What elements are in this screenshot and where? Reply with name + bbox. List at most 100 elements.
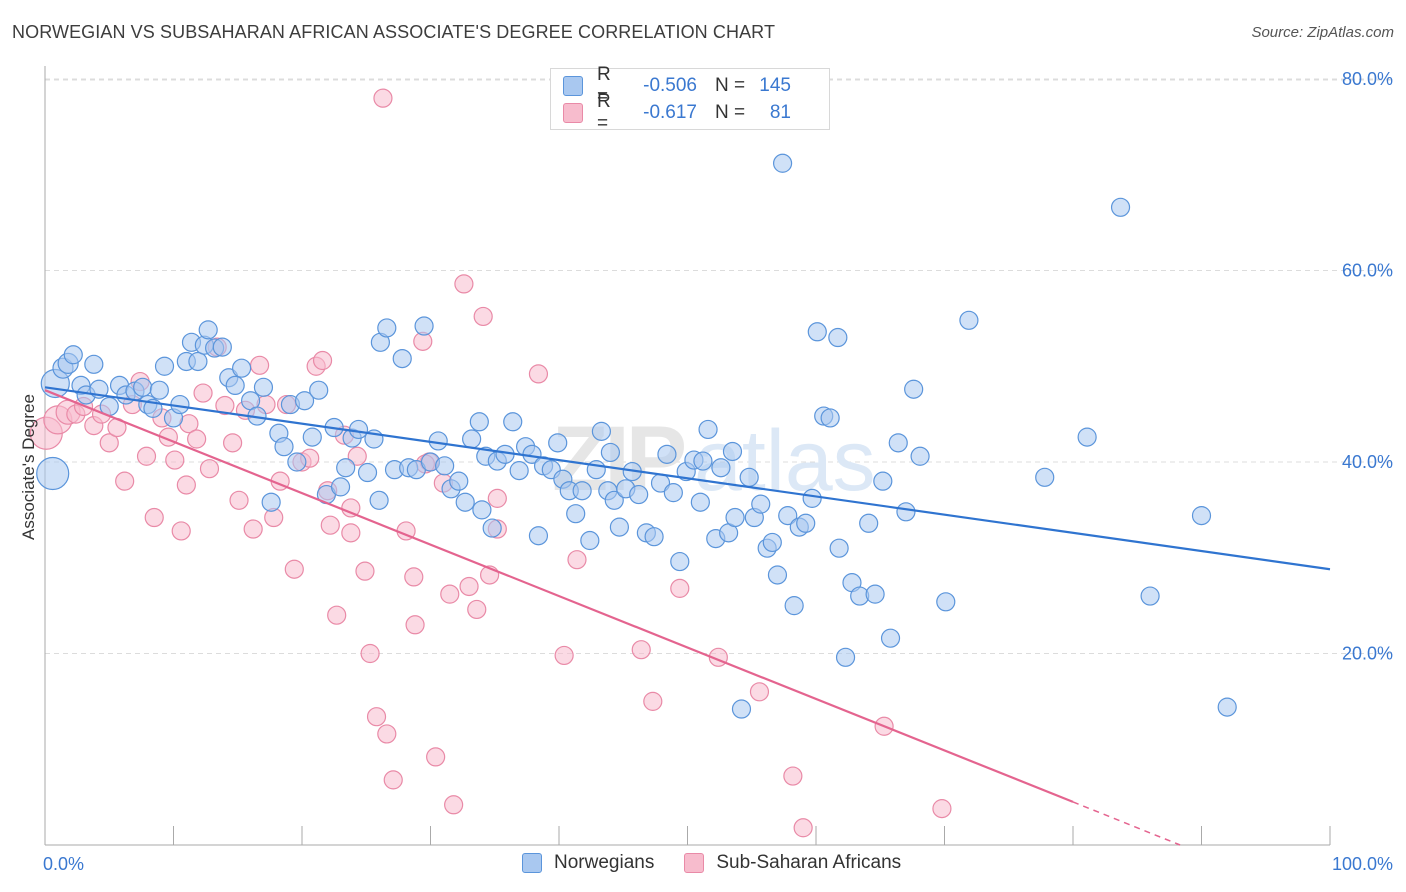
norwegian-point (369, 490, 389, 510)
legend-r-label: R = (597, 91, 611, 134)
subsaharan-point (444, 795, 464, 815)
norwegian-point (309, 380, 329, 400)
subsaharan-point (487, 488, 507, 508)
norwegian-point (253, 377, 274, 397)
norwegian-point (698, 419, 718, 440)
norwegian-point (784, 596, 804, 616)
norwegian-point (188, 351, 208, 372)
subsaharan-point (631, 640, 651, 660)
norwegian-point (154, 356, 175, 376)
norwegian-point (469, 412, 489, 432)
trend-lines (44, 386, 1331, 846)
norwegian-point (1077, 427, 1097, 447)
norwegian-point (232, 358, 252, 378)
norwegian-point (772, 153, 793, 173)
legend-row-subsaharan: R = -0.617 N = 81 (563, 91, 791, 134)
norwegian-point (1035, 467, 1055, 487)
norwegian-point (377, 318, 397, 338)
norwegian-point (198, 320, 218, 340)
subsaharan-point (783, 766, 803, 786)
norwegian-point (357, 462, 378, 483)
norwegian-point (274, 437, 294, 457)
norwegian-point (629, 484, 649, 505)
norwegian-point (600, 442, 621, 463)
legend-label-norwegians: Norwegians (554, 852, 655, 873)
subsaharan-trendline (44, 389, 1074, 803)
legend-item-subsaharan[interactable]: Sub-Saharan Africans (684, 852, 901, 874)
norwegian-point (865, 584, 885, 604)
norwegian-point (829, 538, 849, 558)
subsaharan-point (440, 584, 460, 604)
norwegian-point (302, 427, 322, 447)
norwegian-point (693, 451, 713, 471)
y-tick-label: 20.0% (1342, 644, 1393, 664)
norwegian-point (580, 530, 600, 551)
subsaharan-point (347, 446, 367, 466)
norwegian-point (261, 492, 281, 512)
legend-row-norwegians: R = -0.506 N = 145 (563, 64, 791, 107)
norwegian-point (133, 377, 153, 397)
norwegian-point (462, 429, 482, 449)
subsaharan-point (327, 605, 347, 625)
norwegian-point (435, 456, 455, 476)
subsaharan-point (567, 550, 587, 570)
subsaharan-point (355, 561, 375, 581)
norwegian-point (1140, 586, 1160, 606)
norwegian-point (212, 337, 232, 357)
subsaharan-point (176, 475, 196, 495)
legend-n-value: 81 (769, 102, 791, 123)
chart-title: NORWEGIAN VS SUBSAHARAN AFRICAN ASSOCIAT… (12, 22, 776, 42)
series-legend: Norwegians Sub-Saharan Africans (522, 852, 931, 874)
subsaharan-point (243, 519, 263, 539)
norwegian-point (767, 565, 788, 585)
norwegian-point (796, 513, 816, 533)
norwegian-point (287, 452, 307, 472)
subsaharan-point (115, 471, 135, 491)
subsaharan-point (473, 306, 493, 327)
subsaharan-point (373, 88, 393, 108)
subsaharan-point (467, 599, 487, 620)
norwegian-point (455, 492, 475, 512)
norwegian-point (63, 345, 83, 365)
norwegian-point (528, 526, 549, 546)
norwegian-point (739, 467, 759, 487)
norwegian-point (644, 527, 664, 547)
legend-r-label: R = (597, 64, 611, 107)
norwegian-point (657, 444, 677, 464)
norwegian-point (751, 494, 771, 514)
norwegian-point (609, 517, 629, 537)
subsaharan-point (404, 567, 424, 587)
norwegian-point (663, 483, 683, 503)
y-tick-label: 60.0% (1342, 261, 1393, 281)
norwegian-point (731, 699, 752, 719)
legend-item-norwegians[interactable]: Norwegians (522, 852, 654, 874)
norwegian-point (348, 419, 369, 440)
subsaharan-point (426, 747, 446, 767)
norwegian-point (428, 431, 448, 451)
subsaharan-point (249, 355, 270, 375)
norwegian-point (548, 433, 568, 453)
subsaharan-point (454, 274, 474, 294)
tick-labels: 20.0% 40.0% 60.0% 80.0% 0.0% 100.0% (43, 69, 1393, 874)
norwegian-point (880, 628, 901, 648)
norwegian-point (859, 513, 879, 533)
norwegian-point (936, 592, 956, 612)
norwegian-point (725, 507, 745, 528)
subsaharan-point (284, 559, 304, 579)
y-tick-label: 40.0% (1342, 452, 1393, 472)
legend-n-label: N = (715, 102, 746, 123)
norwegian-point (711, 458, 731, 478)
norwegian-point (472, 500, 492, 520)
subsaharan-point (670, 578, 690, 598)
norwegian-point (503, 412, 523, 432)
norwegian-point (330, 477, 351, 497)
norwegian-point (820, 408, 840, 428)
subsaharan-point (215, 395, 235, 416)
subsaharan-point (144, 507, 164, 528)
norwegian-point (482, 518, 502, 538)
stats-legend: R = -0.506 N = 145 R = -0.617 N = 81 (550, 64, 830, 134)
subsaharan-point (459, 576, 479, 597)
norwegian-point (828, 327, 848, 348)
norwegian-point (1191, 506, 1212, 526)
norwegian-point (336, 458, 356, 478)
